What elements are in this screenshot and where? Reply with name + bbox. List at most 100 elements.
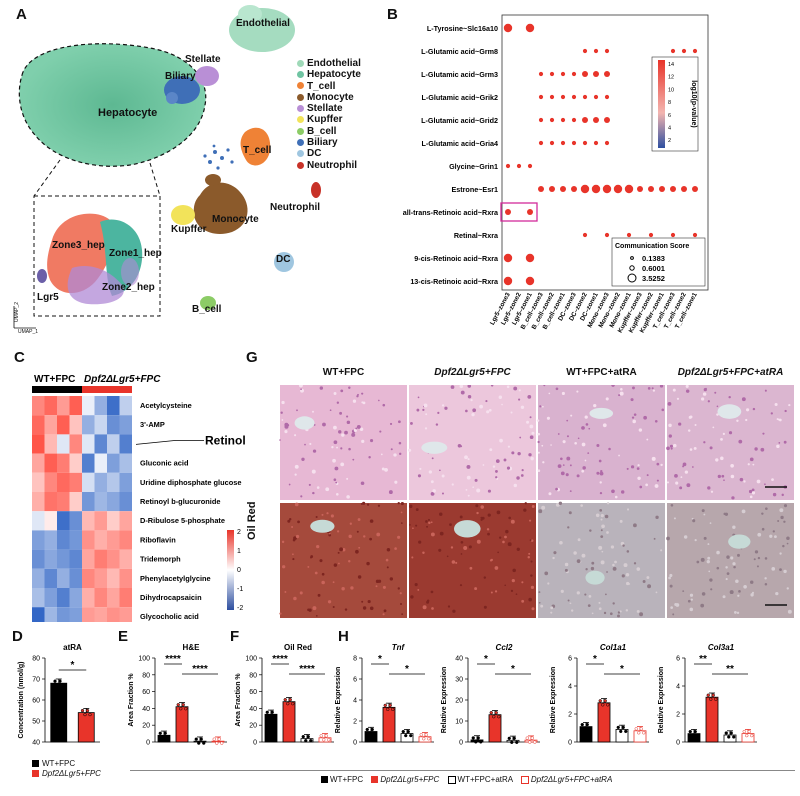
heatmap-cell <box>107 588 120 608</box>
tissue-speckle <box>632 419 637 424</box>
tissue-speckle <box>687 599 691 603</box>
tissue-speckle <box>296 409 298 412</box>
tissue-speckle <box>689 607 694 612</box>
tissue-speckle <box>585 568 588 571</box>
tissue-speckle <box>687 429 691 432</box>
tissue-speckle <box>489 448 493 452</box>
y-tick-label: 70 <box>32 677 40 684</box>
data-point <box>479 740 483 744</box>
legend-dot-icon <box>297 82 304 90</box>
y-tick-label: 20 <box>455 698 463 705</box>
dotplot-point <box>670 232 676 238</box>
legend-bottom: WT+FPC Dpf2ΔLgr5+FPC WT+FPC+atRA Dpf2ΔLg… <box>321 775 612 784</box>
tissue-speckle <box>707 543 710 546</box>
legend-dot-icon <box>297 116 304 124</box>
tissue-speckle <box>683 535 688 539</box>
data-point <box>324 734 328 738</box>
y-tick-label: 40 <box>142 706 150 713</box>
tissue-speckle <box>786 542 789 545</box>
data-point <box>696 733 700 738</box>
umap-legend-item: Biliary <box>297 137 361 148</box>
data-point <box>471 736 475 740</box>
tissue-speckle <box>447 605 451 608</box>
data-point <box>53 679 57 683</box>
tissue-speckle <box>512 568 516 573</box>
tissue-speckle <box>746 408 750 412</box>
heatmap-cell <box>57 549 70 569</box>
tissue-speckle <box>428 470 432 474</box>
tissue-speckle <box>485 400 488 403</box>
significance-label: **** <box>272 654 288 665</box>
heatmap-cell <box>44 549 57 569</box>
tissue-speckle <box>636 467 640 470</box>
vessel-shape <box>310 519 335 533</box>
tissue-speckle <box>280 411 283 414</box>
tissue-speckle <box>520 405 525 410</box>
tissue-speckle <box>591 561 595 565</box>
tissue-speckle <box>703 388 707 392</box>
heatmap-cell <box>107 607 120 622</box>
dotplot-point <box>527 209 533 215</box>
tissue-speckle <box>409 524 411 526</box>
tissue-speckle <box>531 505 535 508</box>
data-point <box>179 707 183 711</box>
tissue-speckle <box>333 425 337 430</box>
heatmap-row-label: Acetylcysteine <box>140 401 192 410</box>
tissue-speckle <box>660 549 663 552</box>
tissue-speckle <box>281 400 285 405</box>
tissue-speckle <box>560 457 563 461</box>
tissue-speckle <box>359 427 364 431</box>
histology-col-header: WT+FPC+atRA <box>566 367 637 378</box>
tissue-speckle <box>464 455 468 460</box>
tissue-speckle <box>538 601 541 604</box>
tissue-speckle <box>581 469 585 473</box>
tissue-speckle <box>772 492 777 497</box>
dotplot-point <box>549 71 555 77</box>
data-point <box>401 729 405 734</box>
umap-label-stellate: Stellate <box>185 54 221 65</box>
heatmap-cell <box>57 530 70 550</box>
tissue-speckle <box>361 600 364 603</box>
y-tick-label: 0 <box>568 740 572 747</box>
bar <box>382 706 396 743</box>
umap-legend: Endothelial Hepatocyte T_cell Monocyte Stell… <box>297 58 361 171</box>
data-point <box>220 741 224 745</box>
tissue-speckle <box>601 524 605 529</box>
tissue-speckle <box>279 612 282 615</box>
tissue-speckle <box>646 474 649 477</box>
tissue-speckle <box>439 531 444 536</box>
data-point <box>391 707 395 711</box>
tissue-speckle <box>490 558 493 561</box>
tissue-speckle <box>781 493 784 497</box>
tissue-speckle <box>361 401 364 404</box>
data-point <box>270 710 274 714</box>
tissue-speckle <box>437 411 440 414</box>
dotplot-point <box>692 186 698 192</box>
tissue-speckle <box>770 412 773 415</box>
bar <box>157 734 171 743</box>
tissue-speckle <box>430 491 435 496</box>
tissue-speckle <box>441 404 445 407</box>
tissue-speckle <box>771 478 774 481</box>
tissue-speckle <box>743 584 747 589</box>
tissue-speckle <box>341 586 345 591</box>
data-point <box>603 699 607 703</box>
tissue-speckle <box>520 474 524 477</box>
tissue-speckle <box>529 539 532 542</box>
tissue-speckle <box>498 536 502 539</box>
legend-d-item-wt: WT+FPC <box>32 759 101 769</box>
vessel-shape <box>717 404 742 419</box>
umap-cluster-bcell <box>200 296 216 310</box>
data-point <box>580 722 584 727</box>
tissue-speckle <box>680 476 683 479</box>
tissue-speckle <box>422 408 425 412</box>
umap-legend-item: Hepatocyte <box>297 69 361 80</box>
data-point <box>309 738 313 743</box>
tissue-speckle <box>541 505 546 510</box>
tissue-speckle <box>529 435 534 440</box>
tissue-speckle <box>612 602 615 605</box>
tissue-speckle <box>504 584 507 587</box>
tissue-speckle <box>390 448 393 451</box>
tissue-speckle <box>425 413 428 416</box>
tissue-speckle <box>294 434 297 437</box>
